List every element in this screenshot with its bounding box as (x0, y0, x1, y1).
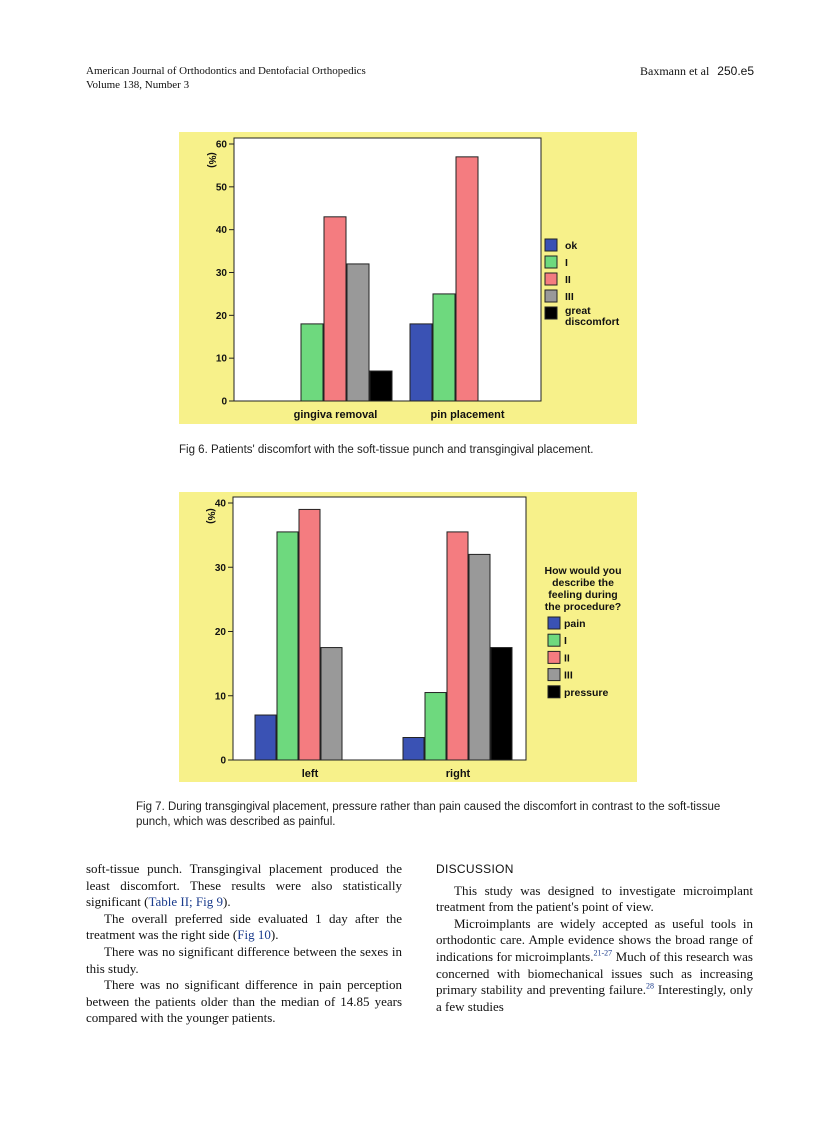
legend-swatch (547, 685, 561, 699)
paragraph: There was no significant difference in p… (86, 977, 402, 1026)
text: ). (270, 927, 279, 943)
legend-label: discomfort (565, 316, 620, 328)
text: Interestingly, only a few studies (436, 982, 753, 1014)
y-tick-label: 30 (215, 563, 227, 574)
paragraph: soft-tissue punch. Transgingival placeme… (86, 861, 402, 911)
y-tick-label: 40 (216, 225, 228, 236)
legend-swatch (544, 306, 558, 320)
text: soft-tissue punch. Transgingival placeme… (86, 861, 402, 910)
x-category-label: pin placement (431, 409, 505, 421)
paragraph: Microimplants are widely accepted as use… (436, 916, 753, 1016)
y-axis-label: (%) (206, 152, 217, 168)
page-number: 250.e5 (717, 64, 754, 78)
bar-i (276, 531, 299, 761)
legend-swatch (547, 633, 561, 647)
fig-link[interactable]: Fig 10 (237, 927, 271, 943)
bar-ii (323, 216, 347, 402)
y-tick-label: 20 (216, 311, 228, 322)
legend-title-line: describe the (552, 577, 614, 589)
y-tick-label: 40 (215, 499, 227, 510)
bar-pain (402, 737, 425, 761)
bar-i (432, 293, 456, 402)
text: The overall preferred side evaluated 1 d… (86, 910, 402, 943)
text: Much of this research was concerned with… (436, 948, 753, 998)
legend-swatch (547, 650, 561, 664)
y-tick-label: 0 (220, 756, 226, 767)
legend-label: pressure (564, 687, 609, 699)
x-category-label: gingiva removal (294, 409, 378, 421)
paragraph: This study was designed to investigate m… (436, 882, 753, 915)
legend-label: I (564, 635, 567, 647)
text: Microimplants are widely accepted as use… (436, 915, 753, 964)
legend-swatch (544, 238, 558, 252)
legend-label: pain (564, 618, 586, 630)
bar-ii (298, 508, 321, 761)
y-tick-label: 10 (215, 691, 227, 702)
bar-iii (346, 263, 370, 402)
legend-swatch (544, 272, 558, 286)
plot-area (233, 137, 542, 402)
bar-ii (446, 531, 469, 761)
bar-great-discomfort (369, 370, 393, 402)
journal-volume: Volume 138, Number 3 (86, 79, 190, 91)
right-column: DISCUSSION This study was designed to in… (436, 861, 753, 1015)
x-category-label: right (446, 768, 471, 780)
y-tick-label: 20 (215, 627, 227, 638)
table-fig-link[interactable]: Table II; Fig 9 (148, 894, 224, 910)
bar-i (424, 692, 447, 761)
y-tick-label: 30 (216, 268, 228, 279)
bar-i (300, 323, 324, 402)
y-tick-label: 60 (216, 140, 228, 151)
paragraph: There was no significant difference betw… (86, 943, 402, 976)
legend-title-line: How would you (545, 565, 622, 577)
paragraph: The overall preferred side evaluated 1 d… (86, 911, 402, 944)
text: ). (223, 894, 231, 910)
legend-label: III (565, 291, 574, 303)
legend-label: II (565, 274, 571, 286)
legend-swatch (547, 616, 561, 630)
legend-title-line: feeling during (548, 589, 617, 601)
legend-label: III (564, 670, 573, 682)
bar-pressure (490, 647, 513, 761)
y-tick-label: 0 (221, 397, 227, 408)
legend-label: great (565, 305, 591, 317)
bar-ok (409, 323, 433, 402)
legend-label: II (564, 652, 570, 664)
bar-ii (455, 156, 479, 402)
legend-swatch (547, 668, 561, 682)
x-category-label: left (302, 768, 319, 780)
running-header-right: Baxmann et al 250.e5 (640, 64, 754, 78)
y-tick-label: 10 (216, 354, 228, 365)
bar-iii (320, 647, 343, 761)
citation-link[interactable]: 28 (646, 981, 655, 991)
legend-title-line: the procedure? (545, 601, 621, 613)
y-axis-label: (%) (205, 508, 216, 524)
y-tick-label: 50 (216, 182, 228, 193)
citation-link[interactable]: 21-27 (593, 948, 613, 958)
legend-label: I (565, 257, 568, 269)
figure-7-caption: Fig 7. During transgingival placement, p… (136, 801, 721, 828)
legend-swatch (544, 255, 558, 269)
bar-iii (468, 553, 491, 761)
legend-label: ok (565, 240, 577, 252)
bar-pain (254, 714, 277, 761)
section-heading: DISCUSSION (436, 862, 514, 876)
left-column: soft-tissue punch. Transgingival placeme… (86, 861, 402, 1027)
author-line: Baxmann et al (639, 64, 710, 78)
running-header-left: American Journal of Orthodontics and Den… (86, 64, 366, 92)
figure-6-caption: Fig 6. Patients' discomfort with the sof… (179, 444, 594, 456)
journal-name: American Journal of Orthodontics and Den… (86, 65, 366, 77)
legend-swatch (544, 289, 558, 303)
